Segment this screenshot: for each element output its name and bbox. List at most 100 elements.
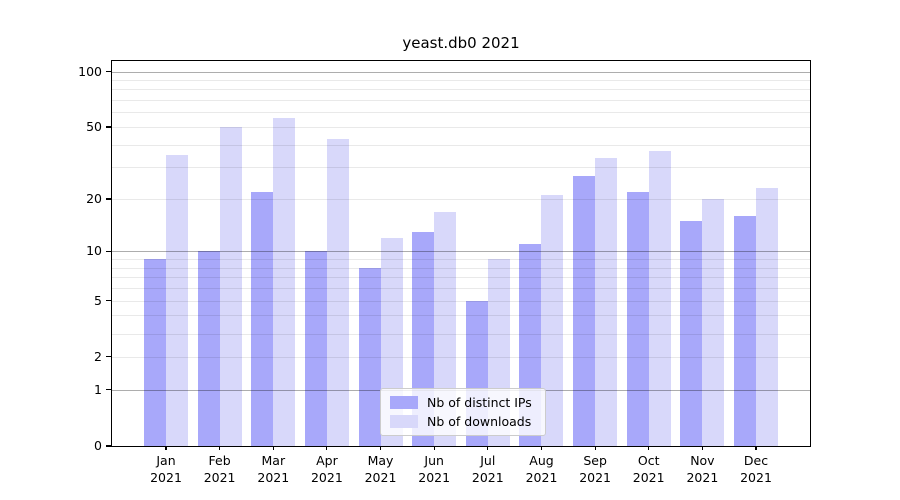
x-tick-mark-jul: [487, 446, 489, 450]
bar-distinct-ips-may: [358, 267, 381, 446]
x-tick-year: 2021: [579, 469, 611, 485]
gridline-minor-80: [112, 89, 810, 91]
bar-distinct-ips-sep: [573, 175, 596, 446]
gridline-minor-9: [112, 259, 810, 261]
gridline-minor-4: [112, 315, 810, 317]
bar-distinct-ips-apr: [304, 251, 327, 446]
x-tick-month: May: [367, 453, 394, 468]
x-tick-month: Feb: [208, 453, 231, 468]
legend-item-downloads: Nb of downloads: [390, 414, 536, 429]
gridline-minor-5: [112, 300, 810, 302]
x-tick-mark-apr: [326, 446, 328, 450]
x-tick-mark-nov: [701, 446, 703, 450]
chart-title: yeast.db0 2021: [402, 34, 520, 52]
x-tick-mark-mar: [272, 446, 274, 450]
x-tick-year: 2021: [203, 469, 236, 485]
y-tick-label-100: 100: [78, 63, 102, 79]
x-tick-label-feb: Feb 2021: [188, 453, 252, 486]
x-tick-label-nov: Nov 2021: [670, 453, 734, 486]
x-tick-mark-feb: [219, 446, 221, 450]
y-tick-mark-100: [106, 70, 112, 73]
gridline-minor-2: [112, 356, 810, 358]
x-tick-month: Dec: [743, 453, 769, 468]
x-tick-year: 2021: [686, 469, 719, 485]
bar-downloads-mar: [273, 118, 296, 446]
x-tick-year: 2021: [471, 469, 504, 485]
bar-distinct-ips-dec: [733, 216, 756, 446]
gridline-minor-90: [112, 80, 810, 81]
y-tick-label-20: 20: [86, 191, 102, 206]
gridline-minor-60: [112, 112, 810, 114]
x-tick-mark-dec: [755, 446, 757, 450]
y-tick-mark-2: [106, 356, 112, 358]
legend-label-downloads: Nb of downloads: [427, 414, 532, 429]
gridline-major-100: [112, 71, 810, 73]
x-tick-mark-jun: [433, 446, 435, 450]
bar-distinct-ips-oct: [626, 191, 649, 446]
bar-distinct-ips-feb: [197, 251, 220, 446]
x-tick-label-jun: Jun 2021: [402, 453, 466, 486]
x-tick-label-jul: Jul 2021: [456, 453, 520, 486]
y-tick-label-5: 5: [94, 292, 102, 308]
x-tick-label-sep: Sep 2021: [563, 453, 627, 486]
x-tick-mark-aug: [540, 446, 543, 450]
y-tick-mark-1: [106, 389, 112, 391]
legend-item-distinct-ips: Nb of distinct IPs: [390, 395, 536, 410]
x-tick-month: Oct: [637, 453, 660, 468]
x-tick-label-aug: Aug 2021: [510, 453, 574, 486]
gridline-minor-20: [112, 199, 810, 200]
x-tick-month: Jun: [424, 453, 444, 468]
x-tick-month: Jan: [156, 453, 176, 468]
bar-downloads-feb: [219, 127, 242, 446]
x-tick-month: Sep: [583, 453, 607, 468]
x-tick-year: 2021: [418, 469, 451, 485]
legend-swatch-distinct-ips: [390, 396, 418, 409]
gridline-major-10: [112, 251, 810, 253]
x-tick-year: 2021: [257, 469, 290, 485]
bar-distinct-ips-mar: [251, 191, 274, 446]
x-tick-month: Mar: [261, 453, 286, 468]
y-tick-label-10: 10: [86, 243, 102, 259]
gridline-minor-8: [112, 267, 810, 269]
x-tick-mark-may: [379, 446, 382, 450]
x-tick-year: 2021: [632, 469, 665, 485]
x-tick-month: Apr: [316, 453, 338, 468]
bar-downloads-aug: [541, 195, 564, 446]
gridline-minor-50: [112, 127, 810, 128]
bar-downloads-dec: [755, 188, 778, 446]
y-tick-mark-0: [106, 445, 112, 447]
x-tick-year: 2021: [740, 469, 772, 485]
x-tick-label-may: May 2021: [349, 453, 413, 486]
y-tick-mark-20: [106, 198, 112, 200]
gridline-minor-3: [112, 333, 810, 335]
x-tick-label-apr: Apr 2021: [295, 453, 359, 486]
bar-downloads-jun: [434, 211, 457, 446]
bar-downloads-oct: [648, 150, 671, 446]
legend: Nb of distinct IPs Nb of downloads: [380, 388, 546, 436]
x-tick-label-jan: Jan 2021: [134, 453, 198, 486]
x-tick-year: 2021: [310, 469, 343, 485]
y-tick-label-2: 2: [94, 348, 102, 364]
gridline-minor-30: [112, 167, 810, 169]
x-tick-month: Jul: [480, 453, 496, 468]
bar-distinct-ips-jan: [144, 259, 166, 446]
bar-downloads-apr: [326, 139, 349, 446]
gridline-minor-6: [112, 288, 810, 290]
x-tick-mark-jan: [165, 446, 167, 450]
y-tick-label-1: 1: [94, 381, 102, 397]
x-tick-label-mar: Mar 2021: [241, 453, 305, 486]
bar-downloads-jan: [166, 155, 188, 446]
y-tick-mark-50: [106, 126, 112, 128]
bar-downloads-nov: [702, 199, 725, 446]
legend-label-distinct-ips: Nb of distinct IPs: [427, 395, 532, 410]
x-tick-label-dec: Dec 2021: [724, 453, 788, 486]
y-tick-label-50: 50: [86, 119, 102, 134]
y-tick-mark-5: [106, 300, 112, 302]
gridline-minor-40: [112, 144, 810, 146]
x-tick-mark-sep: [594, 446, 596, 450]
x-tick-label-oct: Oct 2021: [617, 453, 681, 486]
bar-distinct-ips-nov: [680, 221, 703, 446]
x-tick-month: Aug: [529, 453, 554, 468]
x-tick-year: 2021: [364, 469, 397, 485]
